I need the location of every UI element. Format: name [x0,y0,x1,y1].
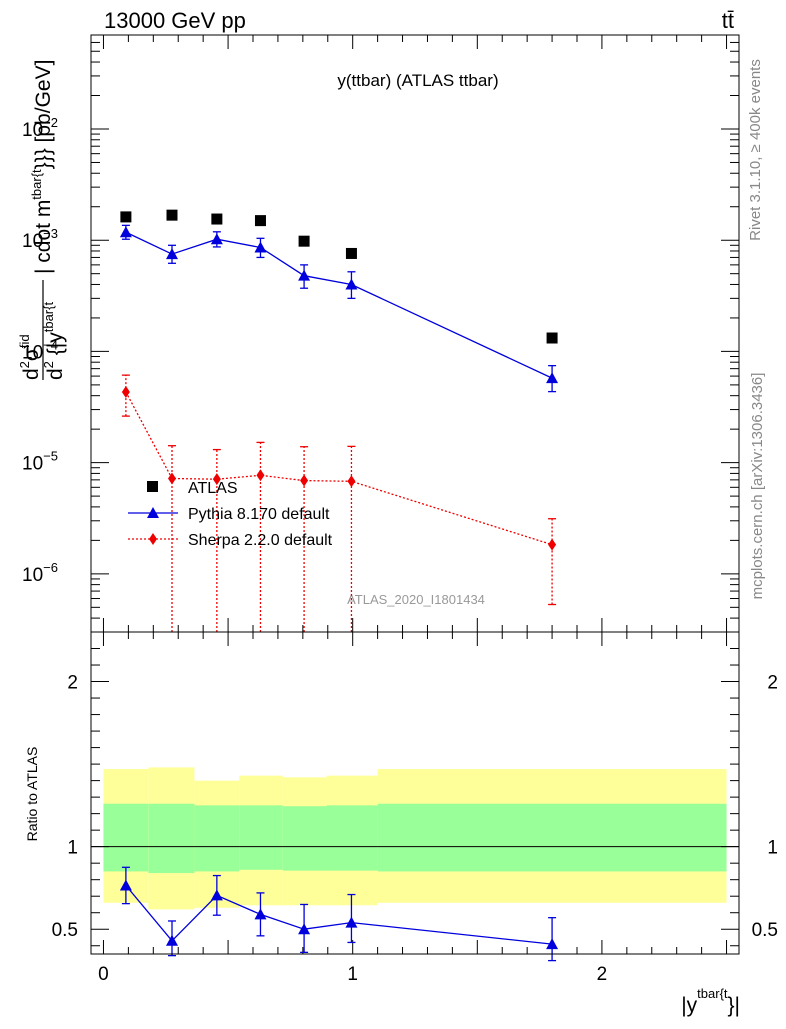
main-ytick-label: 10−6 [22,560,58,586]
pythia-ratio-marker [166,934,178,946]
green-band-bin [194,805,240,872]
svg-text:| cdot mtbar{t}}} [pb/GeV]: | cdot mtbar{t}}} [pb/GeV] [29,60,55,274]
main-ytick-label: 10−3 [22,226,58,252]
legend-marker-atlas [147,481,158,492]
main-ytick-label: 10−2 [22,115,58,141]
legend-marker-sherpa [149,533,157,545]
pythia-ratio-marker [298,923,311,935]
sherpa-marker [256,469,265,482]
ratio-xtick-label: 2 [597,964,608,985]
watermark: ATLAS_2020_I1801434 [347,592,485,607]
ratio-series-group [119,866,559,962]
ratio-xtick-label: 1 [347,964,358,985]
main-y-axis: 10−6 10−5 10−4 10−3 10−2 [22,34,739,633]
green-band-bin [377,803,727,872]
green-band-bin [103,803,149,872]
pythia-marker [119,226,132,238]
legend-label-sherpa: Sherpa 2.2.0 default [188,532,333,549]
atlas-marker [166,209,178,221]
atlas-marker [254,215,266,227]
legend: ATLAS Pythia 8.170 default Sherpa 2.2.0 … [128,480,333,549]
atlas-marker [298,235,310,247]
ratio-y-axis: 0.5 0.5 1 1 2 2 [52,648,778,947]
ratio-frame [90,631,740,955]
pythia-marker [345,278,358,290]
ratio-x-axis: 0 1 2 [98,632,728,985]
pythia-marker [210,233,223,245]
main-series-group [119,209,559,632]
legend-marker-pythia [147,507,159,518]
energy-label: 13000 GeV pp [104,8,246,33]
main-y-label: d2σfid d2 {|ytbar{t | cdot mtbar{t}}} [p… [17,60,67,380]
main-x-axis [102,35,728,632]
ratio-ytick-label-right: 2 [767,673,778,694]
main-ytick-label: 10−4 [22,337,58,363]
pythia-ratio-marker [345,916,358,928]
main-title: y(ttbar) (ATLAS ttbar) [337,71,498,90]
ratio-ytick-label: 1 [67,838,78,859]
green-band-bin [282,806,327,871]
sherpa-marker [121,385,130,398]
x-axis-label: |ytbar{t}| [681,986,740,1017]
sherpa-marker [212,473,221,486]
ratio-y-label: Ratio to ATLAS [24,747,40,842]
green-band-bin [239,805,283,870]
ratio-bands [103,767,727,910]
sherpa-marker [548,538,557,551]
atlas-marker [345,247,357,259]
pythia-marker [546,372,559,384]
pythia-marker [254,241,267,253]
ratio-ytick-label: 0.5 [52,920,78,941]
pythia-ratio-marker [254,908,267,920]
sherpa-marker [168,472,176,485]
mcplots-label: mcplots.cern.ch [arXiv:1306.3436] [749,373,766,600]
legend-label-pythia: Pythia 8.170 default [188,506,330,523]
pythia-ratio-marker [546,938,559,950]
ratio-ytick-label-right: 1 [767,838,778,859]
ratio-panel: 0.5 0.5 1 1 2 2 0 1 2 Ratio to ATLAS |ytbar{t}| [24,631,778,1017]
sherpa-marker [300,474,309,487]
sherpa-marker [347,475,356,488]
pythia-ratio-marker [119,879,132,891]
atlas-marker [120,211,132,223]
pythia-marker [298,269,311,281]
pythia-marker [166,248,178,260]
atlas-marker [546,332,558,344]
pythia-line [125,231,553,379]
atlas-marker [211,213,223,225]
green-band-bin [326,805,378,871]
pythia-ratio-marker [210,889,223,901]
process-label: tt̄ [722,8,734,33]
rivet-label: Rivet 3.1.10, ≥ 400k events [747,59,764,241]
svg-text:d2 {|ytbar{t: d2 {|ytbar{t [41,302,67,380]
ratio-ytick-label: 2 [67,673,78,694]
main-panel: y(ttbar) (ATLAS ttbar) ATLAS_2020_I18014… [17,34,740,633]
svg-text:d2σfid: d2σfid [17,334,43,380]
ratio-xtick-label: 0 [98,964,109,985]
ratio-ytick-label-right: 0.5 [752,920,778,941]
green-band-bin [148,803,195,874]
main-ytick-label: 10−5 [22,449,58,475]
legend-label-atlas: ATLAS [188,480,238,497]
